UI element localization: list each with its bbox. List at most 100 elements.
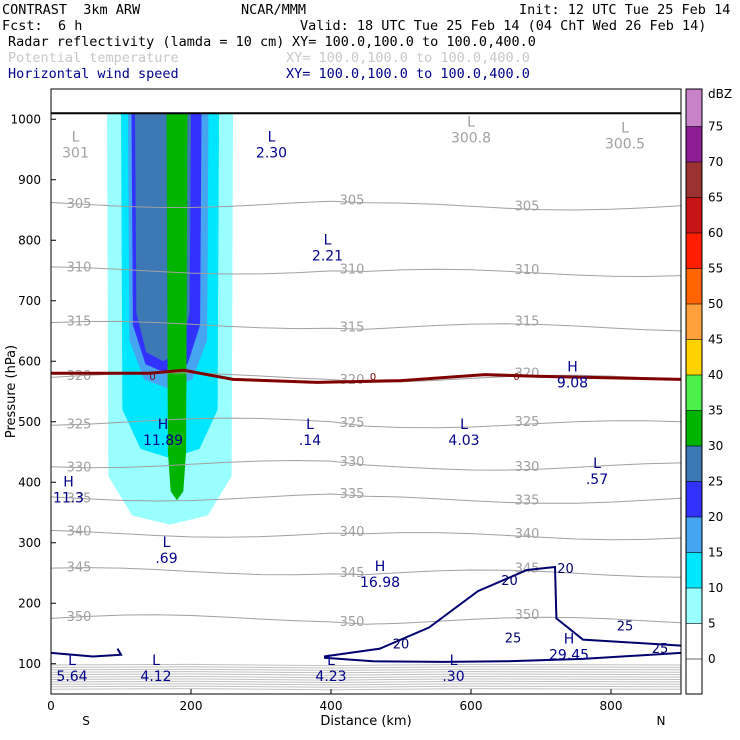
extremum-type-l: L	[163, 535, 171, 551]
extremum-type-h: H	[63, 474, 74, 490]
colorbar-swatch-40	[686, 339, 702, 375]
colorbar-swatch-60	[686, 197, 702, 233]
theta-label-330: 330	[67, 461, 92, 476]
wind-label-25: 25	[505, 632, 522, 647]
field-3-xy: XY= 100.0,100.0 to 100.0,400.0	[286, 66, 530, 82]
theta-label-335: 335	[515, 494, 540, 509]
x-end-label-left: S	[82, 714, 90, 728]
extremum-type-l: L	[306, 417, 314, 433]
y-tick-label: 700	[18, 294, 41, 308]
x-end-label-right: N	[657, 714, 666, 728]
freezing-level-label: 0	[149, 372, 155, 383]
y-tick-label: 1000	[10, 112, 41, 126]
extremum-value: 300.5	[605, 136, 645, 152]
theta-contour-315	[50, 320, 682, 332]
theta-contour-310	[50, 266, 682, 278]
colorbar-swatch-65	[686, 162, 702, 198]
extremum-value: 16.98	[360, 575, 400, 591]
extremum-value: 5.64	[56, 669, 87, 685]
theta-contour-upper	[50, 678, 682, 681]
wind-contour-20	[323, 565, 682, 658]
colorbar-swatch-70	[686, 126, 702, 162]
extremum-type-l: L	[268, 129, 276, 145]
extremum-value: .30	[442, 669, 464, 685]
wind-label-25: 25	[652, 642, 669, 657]
theta-label-325: 325	[340, 416, 365, 431]
colorbar-level-label: 55	[708, 262, 723, 276]
colorbar-swatch-35	[686, 375, 702, 411]
extremum-type-l: L	[460, 417, 468, 433]
extremum-type-h: H	[375, 559, 386, 575]
colorbar-swatch-50	[686, 268, 702, 304]
wind-contour-20-west	[50, 648, 123, 658]
theta-label-335: 335	[67, 491, 92, 506]
wind-contour-25	[323, 651, 682, 663]
extremum-type-l: L	[72, 129, 80, 145]
fcst-label: Fcst:	[2, 18, 43, 34]
init-time: Init: 12 UTC Tue 25 Feb 14	[519, 2, 731, 18]
wind-label-20: 20	[501, 574, 518, 589]
freezing-level-line	[51, 368, 682, 384]
theta-label-315: 315	[515, 315, 540, 330]
colorbar-swatch-15	[686, 517, 702, 553]
theta-label-350: 350	[515, 608, 540, 623]
plot-frame	[50, 88, 682, 695]
theta-label-340: 340	[67, 524, 92, 539]
theta-label-350: 350	[340, 615, 365, 630]
wind-label-25: 25	[617, 619, 634, 634]
x-axis-title: Distance (km)	[320, 714, 411, 729]
colorbar-swatch-75	[686, 89, 702, 127]
colorbar-swatch-5	[686, 588, 702, 624]
x-tick-label: 400	[320, 699, 343, 713]
theta-label-310: 310	[340, 263, 365, 278]
theta-label-345: 345	[67, 561, 92, 576]
extremum-value: 29.45	[549, 648, 589, 664]
extremum-type-h: H	[567, 359, 578, 375]
theta-contour-340	[50, 529, 682, 541]
colorbar-level-label: 15	[708, 546, 723, 560]
theta-contour-upper	[50, 668, 682, 671]
theta-contour-upper	[50, 663, 682, 667]
extremum-value: 300.8	[451, 130, 491, 146]
x-tick-label: 200	[180, 699, 203, 713]
y-tick-label: 200	[18, 596, 41, 610]
theta-label-325: 325	[515, 415, 540, 430]
theta-contour-upper	[50, 666, 682, 669]
freezing-level-label: 0	[370, 372, 376, 383]
field-1-xy: XY= 100.0,100.0 to 100.0,400.0	[292, 34, 536, 50]
x-tick-label: 0	[47, 699, 55, 713]
colorbar-level-label: 10	[708, 581, 723, 595]
colorbar-swatch-0	[686, 623, 702, 659]
theta-label-325: 325	[67, 417, 92, 432]
extremum-value: 2.21	[312, 248, 343, 264]
theta-label-330: 330	[340, 455, 365, 470]
field-1-name: Radar reflectivity (lamda = 10 cm)	[8, 34, 285, 50]
theta-label-335: 335	[340, 487, 365, 502]
extremum-type-l: L	[621, 120, 629, 136]
colorbar-level-label: 0	[708, 652, 716, 666]
extremum-value: .57	[586, 472, 608, 488]
theta-label-315: 315	[340, 321, 365, 336]
extremum-type-l: L	[327, 653, 335, 669]
valid-time: Valid: 18 UTC Tue 25 Feb 14 (04 ChT Wed …	[300, 18, 707, 34]
y-axis-title: Pressure (hPa)	[4, 345, 19, 438]
x-tick-label: 800	[600, 699, 623, 713]
extremum-value: 2.30	[256, 145, 287, 161]
colorbar-unit-label: dBZ	[708, 87, 732, 101]
wind-label-20: 20	[393, 638, 410, 653]
wind-label-20: 20	[557, 562, 574, 577]
y-tick-label: 300	[18, 536, 41, 550]
theta-label-330: 330	[515, 460, 540, 475]
colorbar-swatch-20	[686, 481, 702, 517]
theta-contour-305	[50, 200, 682, 211]
colorbar-swatch-30	[686, 410, 702, 446]
colorbar-level-label: 70	[708, 155, 723, 169]
colorbar-level-label: 75	[708, 120, 723, 134]
extremum-type-l: L	[467, 114, 475, 130]
extremum-value: 9.08	[557, 375, 588, 391]
y-tick-label: 500	[18, 415, 41, 429]
theta-contour-330	[50, 459, 682, 471]
colorbar-level-label: 30	[708, 439, 723, 453]
extremum-value: 4.03	[448, 433, 479, 449]
